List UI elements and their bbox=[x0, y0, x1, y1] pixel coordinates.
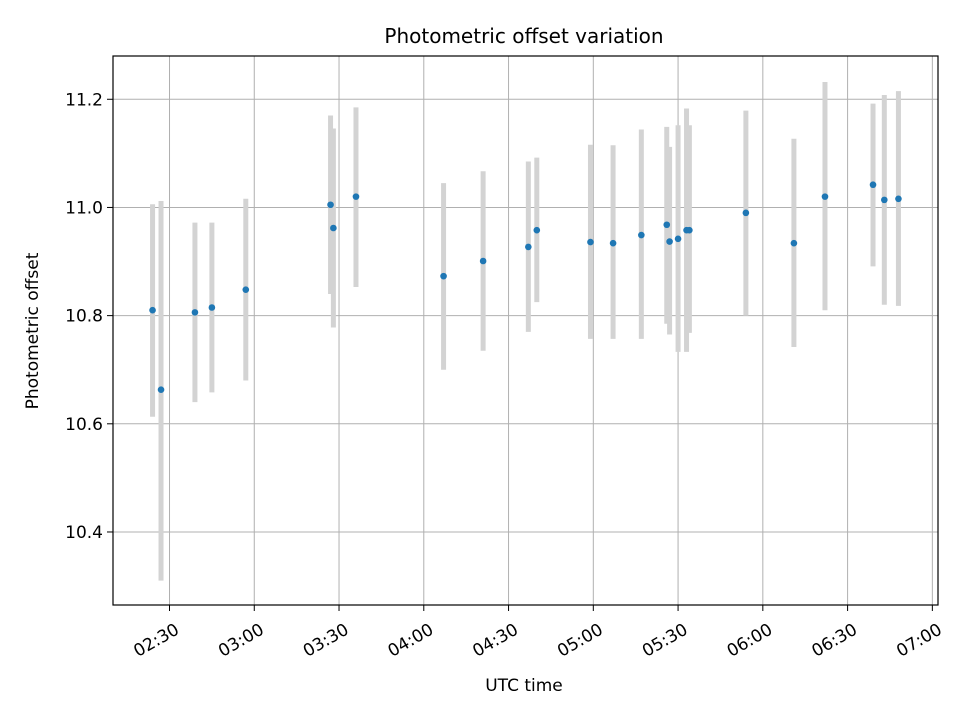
data-point bbox=[330, 224, 337, 232]
data-point bbox=[881, 196, 888, 204]
data-point bbox=[149, 306, 156, 314]
data-point bbox=[638, 231, 645, 239]
data-point bbox=[609, 239, 617, 247]
data-point bbox=[191, 309, 199, 316]
data-point bbox=[242, 286, 250, 293]
data-point bbox=[587, 238, 594, 246]
chart-title: Photometric offset variation bbox=[384, 24, 663, 48]
data-points bbox=[149, 181, 902, 394]
y-axis-label: Photometric offset bbox=[23, 252, 43, 409]
y-tick-label: 10.4 bbox=[65, 523, 103, 543]
data-point bbox=[479, 257, 487, 265]
data-point bbox=[208, 304, 216, 311]
y-tick-label: 10.6 bbox=[65, 415, 103, 435]
plot-frame bbox=[112, 55, 939, 606]
data-point bbox=[821, 193, 829, 200]
data-point bbox=[440, 272, 447, 280]
data-point bbox=[742, 209, 750, 217]
y-tick-label: 10.8 bbox=[65, 307, 103, 327]
data-point bbox=[895, 195, 902, 203]
data-point bbox=[327, 201, 334, 209]
data-point bbox=[686, 226, 693, 234]
y-ticks: 10.4 10.6 10.8 11.0 11.2 bbox=[65, 90, 113, 543]
data-point bbox=[525, 243, 532, 251]
y-tick-label: 11.2 bbox=[65, 90, 103, 110]
data-point bbox=[869, 181, 877, 189]
data-point bbox=[352, 193, 360, 200]
data-point bbox=[157, 386, 165, 394]
data-point bbox=[666, 238, 673, 245]
data-point bbox=[663, 221, 671, 229]
data-point bbox=[790, 239, 798, 247]
y-gridlines bbox=[113, 98, 938, 533]
data-point bbox=[674, 235, 682, 243]
x-axis-label: UTC time bbox=[485, 676, 563, 696]
data-point bbox=[533, 226, 541, 234]
y-tick-label: 11.0 bbox=[65, 198, 103, 218]
